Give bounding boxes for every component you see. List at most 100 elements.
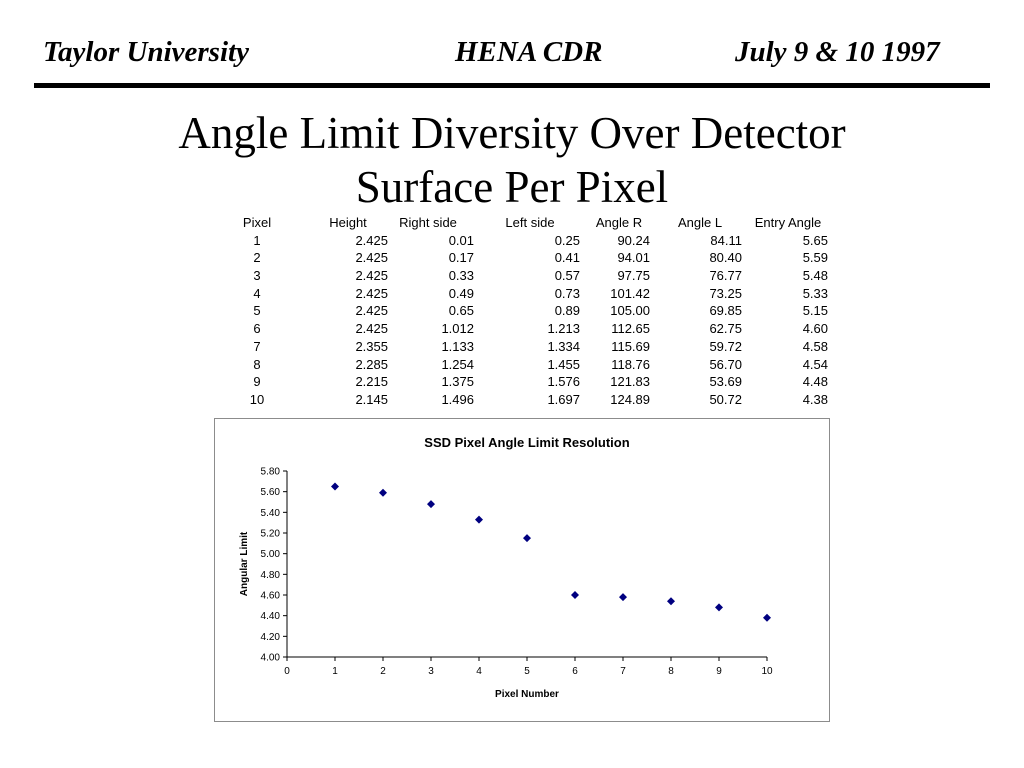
table-cell: 5.33 (802, 285, 828, 301)
table-cell: 1.334 (547, 338, 580, 354)
data-point (523, 534, 531, 543)
table-cell: 5 (253, 303, 261, 319)
table-cell: 105.00 (610, 303, 650, 319)
x-tick-label: 10 (761, 666, 773, 677)
table-cell: 1.375 (441, 374, 474, 390)
table-cell: 4 (253, 285, 261, 301)
y-tick-label: 4.40 (261, 611, 281, 622)
table-cell: 2.425 (355, 321, 388, 337)
x-tick-label: 8 (668, 666, 674, 677)
table-cell: 1.133 (441, 338, 474, 354)
table-cell: 10 (249, 391, 265, 407)
y-tick-label: 5.40 (261, 508, 281, 519)
chart-title: SSD Pixel Angle Limit Resolution (424, 435, 629, 450)
table-cell: 0.33 (448, 268, 474, 284)
chart-frame: SSD Pixel Angle Limit Resolution 4.00 4.20… (214, 418, 830, 722)
table-cell: 115.69 (611, 338, 650, 354)
table-cell: 50.72 (709, 391, 742, 407)
table-cell: 4.38 (802, 391, 828, 407)
table-cell: 6 (253, 321, 261, 337)
y-tick-label: 5.20 (261, 529, 281, 540)
y-tick-label: 5.00 (261, 549, 281, 560)
table-cell: 2.285 (355, 356, 388, 372)
table-cell: 1 (253, 232, 261, 248)
table-cell: 2.215 (355, 374, 388, 390)
table-cell: 0.41 (554, 250, 580, 266)
x-tick-label: 9 (716, 666, 722, 677)
table-cell: 1.254 (441, 356, 474, 372)
table-cell: 84.11 (710, 232, 742, 248)
table-cell: 1.697 (547, 391, 580, 407)
data-point (715, 603, 723, 612)
table-cell: 73.25 (709, 285, 742, 301)
table-cell: 80.40 (709, 250, 742, 266)
table-cell: 0.01 (448, 232, 474, 248)
table-cell: 121.83 (610, 374, 650, 390)
table-cell: 56.70 (709, 356, 742, 372)
table-cell: 5.59 (802, 250, 828, 266)
column-header: Angle L (677, 215, 723, 230)
table-cell: 0.25 (554, 232, 580, 248)
x-axis-label: Pixel Number (495, 689, 559, 700)
table-cell: 76.77 (709, 268, 742, 284)
table-cell: 1.213 (547, 321, 580, 337)
table-cell: 0.65 (448, 303, 474, 319)
table-cell: 0.89 (554, 303, 580, 319)
table-cell: 2.425 (355, 268, 388, 284)
x-tick-label: 2 (380, 666, 386, 677)
column-header: Left side (505, 215, 555, 230)
column-header: Right side (399, 215, 457, 230)
table-cell: 4.48 (802, 374, 828, 390)
column-header: Height (329, 215, 367, 230)
y-tick-label: 4.60 (261, 591, 281, 602)
y-tick-label: 4.80 (261, 570, 281, 581)
table-cell: 2.425 (355, 285, 388, 301)
table-cell: 2.425 (355, 303, 388, 319)
column-header: Angle R (595, 215, 643, 230)
y-tick-label: 4.00 (261, 653, 281, 664)
table-cell: 2.355 (355, 338, 388, 354)
x-tick-label: 3 (428, 666, 434, 677)
table-cell: 1.496 (441, 391, 474, 407)
header-institution: Taylor University (43, 36, 249, 68)
data-point (667, 597, 675, 606)
table-cell: 0.49 (448, 285, 474, 301)
table-cell: 0.17 (448, 250, 474, 266)
table-cell: 62.75 (709, 321, 742, 337)
table-cell: 59.72 (709, 338, 742, 354)
table-cell: 1.455 (547, 356, 580, 372)
table-cell: 112.65 (611, 321, 650, 337)
table-cell: 1.576 (547, 374, 580, 390)
x-tick-label: 1 (332, 666, 338, 677)
scatter-chart: SSD Pixel Angle Limit Resolution 4.00 4.20… (239, 435, 773, 700)
column-header: Entry Angle (754, 215, 822, 230)
data-point (475, 515, 483, 524)
table-cell: 5.48 (802, 268, 828, 284)
table-cell: 4.60 (802, 321, 828, 337)
slide-title-line-1: Angle Limit Diversity Over Detector (178, 108, 846, 158)
table-cell: 5.65 (802, 232, 828, 248)
data-point (331, 482, 339, 491)
data-point (619, 593, 627, 602)
data-point (763, 613, 771, 622)
table-cell: 2.145 (355, 391, 388, 407)
table-cell: 4.58 (802, 338, 828, 354)
y-axis-label: Angular Limit (239, 531, 250, 596)
slide-title: Angle Limit Diversity Over Detector Surf… (0, 106, 1024, 214)
table-cell: 2.425 (355, 250, 388, 266)
data-point (379, 488, 387, 497)
table-cell: 0.57 (554, 268, 580, 284)
table-cell: 90.24 (617, 232, 650, 248)
y-tick-label: 5.80 (261, 467, 281, 478)
table-cell: 8 (253, 356, 261, 372)
x-tick-label: 0 (284, 666, 290, 677)
y-tick-label: 4.20 (261, 632, 281, 643)
table-cell: 9 (253, 374, 261, 390)
header-date: July 9 & 10 1997 (735, 36, 940, 68)
x-tick-label: 7 (620, 666, 626, 677)
header-event: HENA CDR (455, 36, 603, 68)
table-cell: 3 (253, 268, 261, 284)
data-point (427, 500, 435, 509)
table-cell: 94.01 (617, 250, 650, 266)
table-cell: 4.54 (802, 356, 828, 372)
